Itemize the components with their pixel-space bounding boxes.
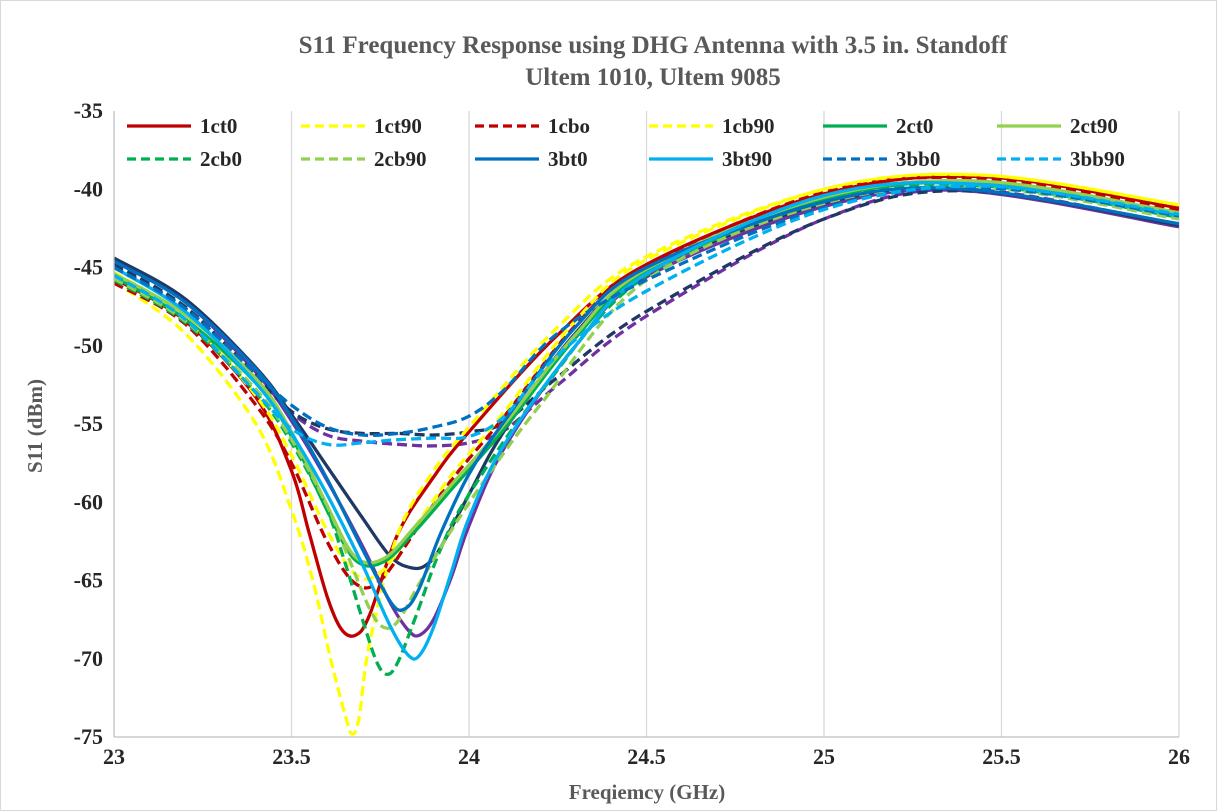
x-tick-label: 23 <box>103 744 125 769</box>
legend-label: 3bb0 <box>896 147 940 171</box>
legend-label: 2cb0 <box>200 147 242 171</box>
series-line-1cb90 <box>114 172 1179 581</box>
x-tick-label: 26 <box>1168 744 1190 769</box>
series-line-3bt90 <box>114 180 1179 661</box>
y-tick-label: -60 <box>74 489 103 514</box>
x-axis-label: Freqiemcy (GHz) <box>569 780 725 804</box>
legend-label: 2ct90 <box>1070 114 1118 138</box>
x-tick-label: 24.5 <box>627 744 666 769</box>
y-tick-label: -65 <box>74 568 103 593</box>
series-line-3bt0 <box>114 186 1179 612</box>
y-tick-label: -45 <box>74 255 103 280</box>
legend-label: 1ct0 <box>200 114 237 138</box>
legend-label: 1cbo <box>548 114 590 138</box>
grid-layer <box>290 111 1180 737</box>
chart-subtitle: Ultem 1010, Ultem 9085 <box>525 64 781 91</box>
x-tick-label: 25 <box>813 744 835 769</box>
legend-label: 1cb90 <box>722 114 775 138</box>
y-tick-label: -35 <box>74 98 103 123</box>
y-tick-label: -75 <box>74 724 103 749</box>
series-line-1ct90 <box>114 172 1179 736</box>
y-tick-label: -55 <box>74 411 103 436</box>
x-tick-label: 25.5 <box>982 744 1021 769</box>
series-layer <box>114 172 1179 736</box>
series-line-3bb90 <box>114 184 1179 447</box>
legend-label: 3bt90 <box>722 147 772 171</box>
legend: 1ct0 1ct90 1cbo 1cb90 2ct0 2ct90 2cb0 2cb90 3bt0… <box>127 114 1125 171</box>
legend-label: 2ct0 <box>896 114 933 138</box>
y-tick-label: -40 <box>74 176 103 201</box>
x-tick-label: 23.5 <box>272 744 311 769</box>
y-tick-label: -70 <box>74 646 103 671</box>
x-tick-label: 24 <box>458 744 480 769</box>
legend-label: 3bb90 <box>1070 147 1125 171</box>
legend-label: 2cb90 <box>374 147 427 171</box>
y-tick-label: -50 <box>74 333 103 358</box>
series-line-1cbo <box>114 175 1179 590</box>
legend-label: 1ct90 <box>374 114 422 138</box>
axis-layer: 23 23.5 24 24.5 25 25.5 26 -35 -40 -45 -50 -55 -60 -6… <box>74 98 1190 769</box>
chart-title: S11 Frequency Response using DHG Antenna… <box>299 32 1008 59</box>
legend-label: 3bt0 <box>548 147 588 171</box>
y-axis-label: S11 (dBm) <box>23 379 47 473</box>
